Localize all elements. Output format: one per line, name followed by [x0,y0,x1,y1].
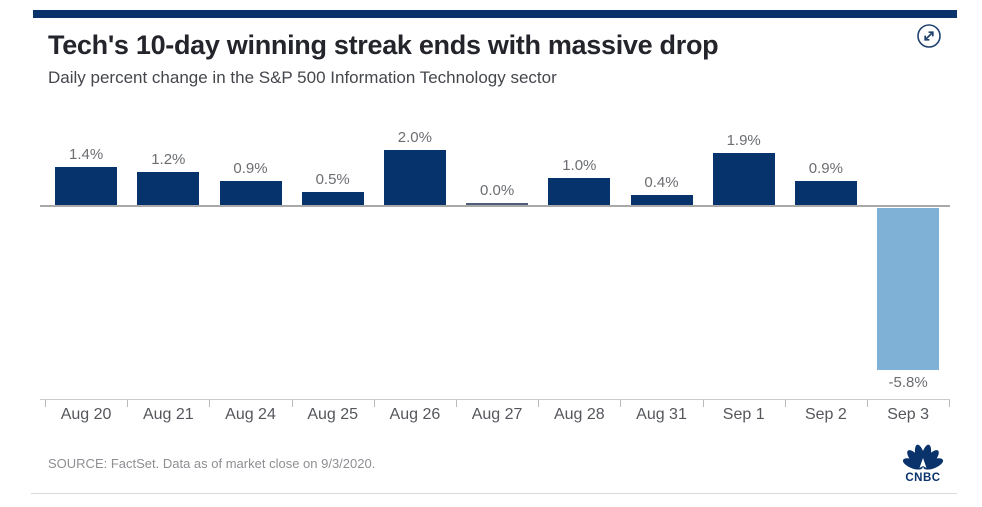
top-accent-bar [33,10,957,18]
bar-value-label: 0.4% [644,174,679,191]
bar-value-label: 0.9% [808,160,843,177]
x-axis-label: Sep 3 [887,406,929,423]
x-axis-label: Aug 24 [225,406,276,423]
bar-value-label: 0.5% [315,171,350,188]
axis-tick [538,400,540,407]
cnbc-logo-text: CNBC [905,472,940,484]
chart-bar[interactable] [630,195,693,206]
bar-value-label: 2.0% [397,129,432,146]
axis-tick [209,400,211,407]
chart-bar[interactable] [877,208,940,370]
chart-bar[interactable] [794,181,857,206]
x-axis-label: Aug 26 [389,406,441,423]
bar-value-label: 0.9% [233,160,268,177]
axis-tick [784,400,786,407]
axis-tick [45,400,46,407]
chart-bar[interactable] [383,150,446,206]
axis-tick [949,400,951,407]
chart-bar[interactable] [301,192,364,206]
bottom-divider [31,493,957,494]
source-attribution: SOURCE: FactSet. Data as of market close… [48,456,376,471]
axis-tick [373,400,375,407]
axis-tick [867,400,868,407]
bar-value-label: 1.0% [562,157,597,174]
x-axis-label: Aug 31 [636,406,687,423]
chart-bar[interactable] [712,153,775,206]
x-axis-line [40,399,950,400]
x-axis-label: Sep 2 [804,406,847,423]
bar-value-label: -5.8% [888,374,928,391]
bar-value-label: 1.2% [151,151,186,168]
axis-tick [620,400,622,407]
bar-value-label: 0.0% [479,182,515,199]
expand-arrows-icon [916,24,942,52]
expand-button[interactable] [916,23,942,49]
cnbc-logo: CNBC [896,442,950,484]
axis-tick [702,400,704,407]
bar-value-label: 1.4% [68,146,104,163]
axis-tick [456,400,457,407]
chart-subtitle: Daily percent change in the S&P 500 Info… [48,68,557,87]
chart-title: Tech's 10-day winning streak ends with m… [48,30,719,60]
chart-bar[interactable] [137,172,200,206]
x-axis-label: Aug 20 [60,406,112,423]
bar-value-label: 1.9% [726,132,761,149]
zero-baseline [40,205,950,207]
chart-bar[interactable] [548,178,611,206]
x-axis-label: Aug 28 [553,406,605,423]
axis-tick [291,400,293,407]
x-axis-label: Aug 27 [471,406,523,423]
axis-tick [127,400,129,407]
x-axis-label: Aug 25 [307,406,359,423]
x-axis-label: Sep 1 [722,406,765,423]
x-axis-label: Aug 21 [142,406,194,423]
chart-bar[interactable] [219,181,282,206]
chart-bar[interactable] [55,167,118,206]
peacock-icon: CNBC [896,444,950,488]
chart-bar[interactable] [466,203,529,206]
